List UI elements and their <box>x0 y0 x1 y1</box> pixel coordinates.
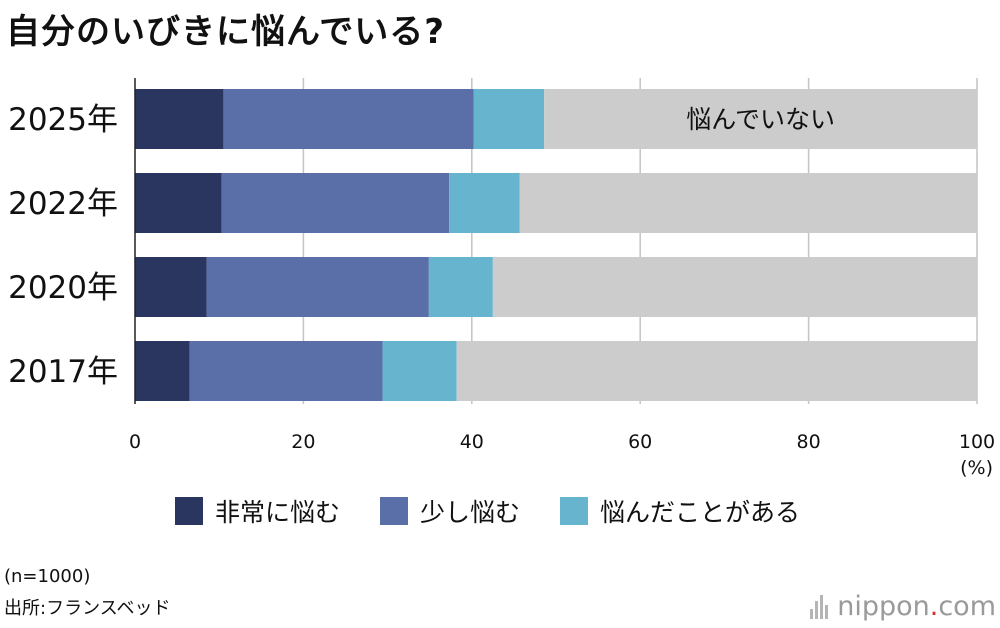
x-tick-label-40: 40 <box>460 431 484 453</box>
x-tick-label-60: 60 <box>628 431 652 453</box>
legend-item-slightly-bothered: 少し悩む <box>380 493 520 529</box>
logo-text: nippon <box>837 591 930 622</box>
year-label-2022年: 2022年 <box>8 186 118 222</box>
year-label-2025年: 2025年 <box>8 102 118 138</box>
nippon-logo: nippon . com <box>810 591 996 622</box>
bar-2017年-悩んでいない <box>456 341 977 401</box>
bar-2025年-少し悩む <box>223 89 474 149</box>
bar-2017年-悩んだことがある <box>382 341 457 401</box>
bar-2020年-少し悩む <box>206 257 429 317</box>
bar-2020年-非常に悩む <box>135 257 207 317</box>
bar-2025年-非常に悩む <box>135 89 224 149</box>
legend-label-slightly-bothered: 少し悩む <box>420 498 521 527</box>
bar-2017年-少し悩む <box>189 341 383 401</box>
legend-swatch-slightly-bothered <box>380 497 409 525</box>
logo-dot: . <box>929 591 939 622</box>
legend-item-very-bothered: 非常に悩む <box>175 493 340 529</box>
legend-item-was-bothered: 悩んだことがある <box>560 493 800 529</box>
inline-label-not-bothered: 悩んでいない <box>686 105 835 134</box>
legend-swatch-very-bothered <box>175 497 203 525</box>
sample-size-note: (n=1000) <box>4 566 91 587</box>
logo-tld: com <box>938 591 996 622</box>
x-tick-label-80: 80 <box>797 431 821 453</box>
legend-label-was-bothered: 悩んだことがある <box>600 498 801 527</box>
year-labels: 2025年 2022年 2020年 2017年 <box>8 102 118 390</box>
legend-label-very-bothered: 非常に悩む <box>215 498 341 527</box>
bar-2022年-悩んでいない <box>519 173 977 233</box>
bar-2025年-悩んでいない <box>544 89 977 149</box>
x-tick-label-100: 100 <box>959 431 995 453</box>
x-tick-label-0: 0 <box>129 431 141 453</box>
chart-title: 自分のいびきに悩んでいる? <box>6 12 446 52</box>
bar-2022年-悩んだことがある <box>449 173 520 233</box>
source-note: 出所:フランスベッド <box>4 598 171 619</box>
bar-2020年-悩んだことがある <box>428 257 493 317</box>
x-tick-label-20: 20 <box>291 431 315 453</box>
bar-2025年-悩んだことがある <box>473 89 545 149</box>
bar-2022年-少し悩む <box>221 173 450 233</box>
year-label-2020年: 2020年 <box>8 270 118 306</box>
year-label-2017年: 2017年 <box>8 354 118 390</box>
bar-2022年-非常に悩む <box>135 173 222 233</box>
legend-swatch-was-bothered <box>560 497 589 525</box>
bar-2020年-悩んでいない <box>492 257 977 317</box>
x-unit-label: (%) <box>960 457 993 479</box>
logo-bars-icon <box>810 594 830 619</box>
bar-2017年-非常に悩む <box>135 341 190 401</box>
bars <box>135 89 977 401</box>
legend: 非常に悩む 少し悩む 悩んだことがある <box>175 493 840 529</box>
stacked-bar-chart: 2025年 2022年 2020年 2017年 0 20 40 60 80 100 悩んでいない… <box>8 78 995 479</box>
x-axis: 0 20 40 60 80 100 <box>129 78 995 453</box>
